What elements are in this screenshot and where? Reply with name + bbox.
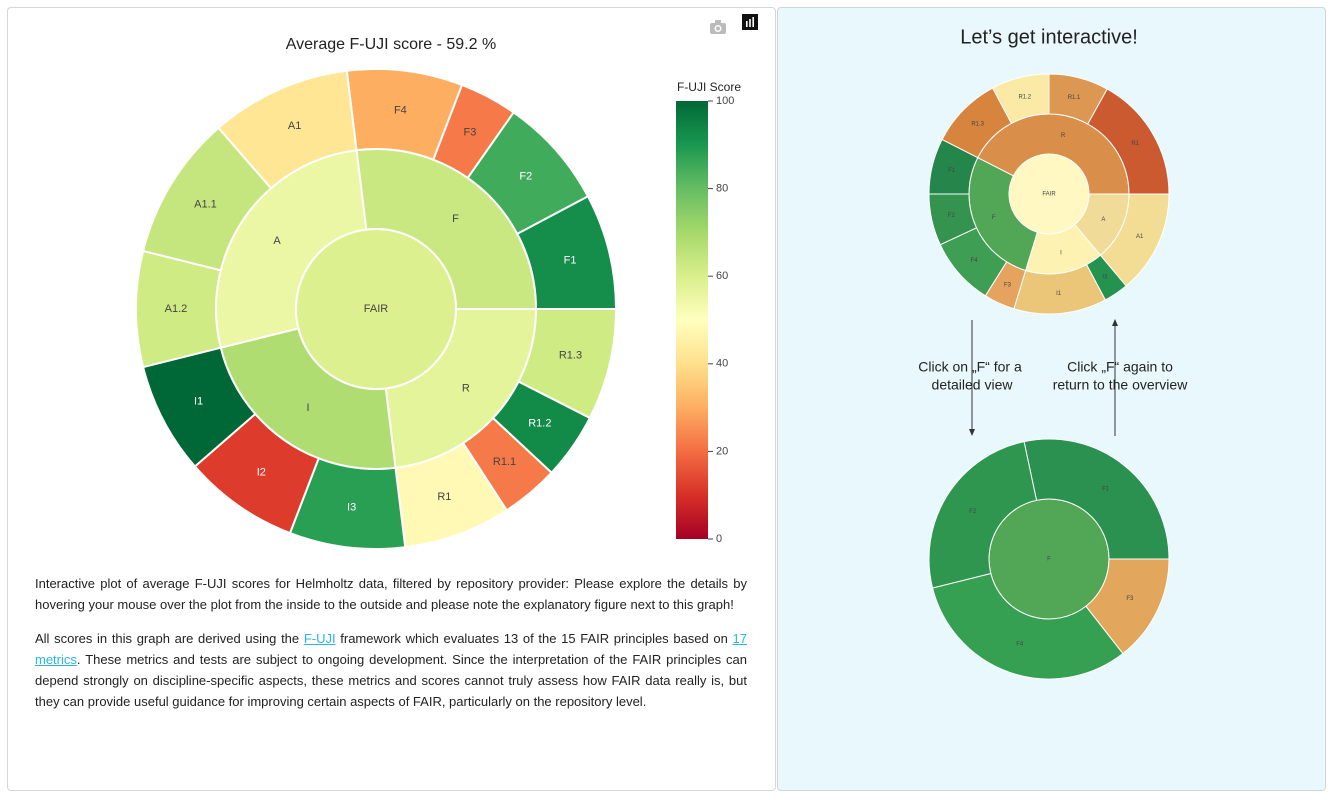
- illustration-label: F: [992, 215, 996, 221]
- modebar-camera[interactable]: [710, 20, 726, 34]
- sector-label: A: [273, 235, 281, 247]
- sector-label: R1.2: [528, 418, 551, 430]
- note: detailed view: [932, 377, 1014, 393]
- colorbar-title: F-UJI Score: [677, 80, 741, 94]
- sector-label: A1: [288, 120, 301, 132]
- illustration-label: R1: [1131, 141, 1139, 147]
- explainer-figure: Let’s get interactive! Click on „F“ for …: [918, 26, 1189, 680]
- illustration-label: I3: [1102, 274, 1108, 280]
- illustration-label: R1.1: [1068, 95, 1081, 101]
- sector-label: R: [462, 382, 470, 394]
- sector-label: A1.1: [194, 198, 217, 210]
- explainer-panel: Let’s get interactive! Click on „F“ for …: [777, 7, 1326, 791]
- illustration-label: F4: [971, 258, 979, 264]
- illustration-label: R: [1061, 133, 1066, 139]
- sector-label: I: [307, 402, 310, 414]
- link[interactable]: F-UJI: [303, 631, 336, 646]
- illustration-sector: [931, 572, 1124, 680]
- colorbar-tick-label: 0: [716, 533, 722, 545]
- illustration-label: I: [1060, 250, 1062, 256]
- sunburst-sector: [217, 69, 358, 190]
- link[interactable]: 17 metrics: [35, 631, 747, 667]
- illustration-label: R1.3: [971, 121, 984, 127]
- modebar-logo[interactable]: [742, 14, 758, 30]
- colorbar-tick-label: 60: [716, 270, 728, 282]
- note: return to the overview: [1053, 377, 1189, 393]
- sunburst-root: [295, 228, 457, 390]
- sector-label: I1: [194, 395, 203, 407]
- illustration-sector: [1023, 438, 1170, 560]
- arrowhead: [1112, 319, 1118, 326]
- colorbar-tick-label: 40: [716, 358, 728, 370]
- paragraph: Interactive plot of average F-UJI scores…: [35, 576, 747, 612]
- sector-label: F1: [564, 255, 577, 267]
- chart-panel: Average F-UJI score - 59.2 % F-UJI Score…: [7, 7, 776, 791]
- illustration-label: F3: [1004, 283, 1012, 289]
- illustration-label: F: [1047, 557, 1051, 563]
- illustration-label: I1: [1056, 291, 1062, 297]
- sector-label: F4: [394, 104, 407, 116]
- sector-label: F: [452, 213, 459, 225]
- description: Interactive plot of average F-UJI scores…: [35, 573, 747, 725]
- sunburst-chart: Average F-UJI score - 59.2 % F-UJI Score…: [135, 14, 758, 550]
- illustration-label: A1: [1136, 234, 1144, 240]
- explainer-title: Let’s get interactive!: [960, 26, 1138, 48]
- chart-title: Average F-UJI score - 59.2 %: [286, 36, 496, 53]
- colorbar: [676, 101, 708, 539]
- illustration-label: F3: [1126, 596, 1134, 602]
- illustration-label: F1: [948, 168, 956, 174]
- colorbar-tick-label: 100: [716, 95, 734, 107]
- sector-label: A1.2: [165, 303, 188, 315]
- illustration-label: A: [1101, 217, 1105, 223]
- text: . These metrics and tests are subject to…: [35, 652, 747, 709]
- illustration-label: F4: [1016, 642, 1024, 648]
- illustration-label: F2: [969, 509, 977, 515]
- text: framework which evaluates 13 of the 15 F…: [335, 631, 733, 646]
- sector-label: R1: [437, 491, 451, 503]
- illustration-label: R1.2: [1018, 95, 1031, 101]
- sector-label: I3: [347, 501, 356, 513]
- sector-label: R1.1: [493, 456, 516, 468]
- sector-label: R1.3: [559, 350, 582, 362]
- sector-label: I2: [257, 467, 266, 479]
- illustration-label: F1: [1102, 487, 1110, 493]
- sector-label: F3: [463, 126, 476, 138]
- note: Click „F“ again to: [1067, 359, 1173, 375]
- colorbar-tick-label: 80: [716, 183, 728, 195]
- note: Click on „F“ for a: [918, 359, 1022, 375]
- paragraph: All scores in this graph are derived usi…: [35, 628, 747, 712]
- illustration-sector: [928, 138, 979, 195]
- text: All scores in this graph are derived usi…: [35, 631, 304, 646]
- colorbar-tick-label: 20: [716, 445, 728, 457]
- root-label: FAIR: [364, 303, 389, 315]
- sector-label: F2: [519, 170, 532, 182]
- arrowhead: [969, 429, 975, 436]
- illustration-label: F2: [948, 213, 956, 219]
- illustration-sector: [928, 441, 1038, 589]
- illustration-label: FAIR: [1042, 192, 1056, 198]
